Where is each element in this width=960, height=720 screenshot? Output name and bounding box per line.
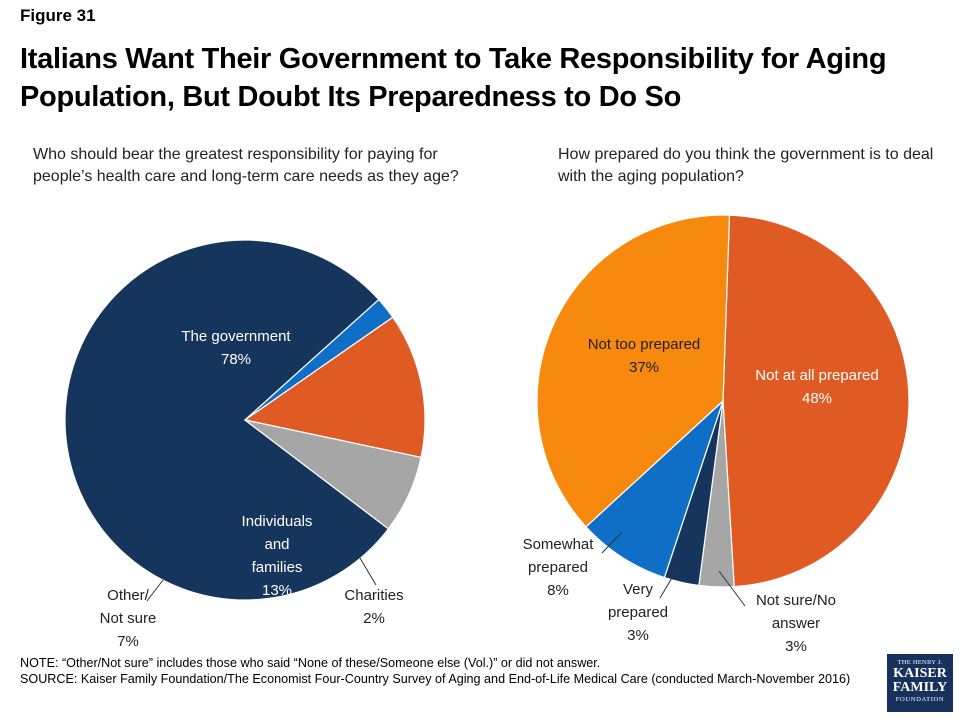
- pie-slice-not-too-prepared: [536, 214, 731, 528]
- pie-slice-the-government: [64, 239, 390, 601]
- source-text: SOURCE: Kaiser Family Foundation/The Eco…: [20, 672, 851, 686]
- logo-line-3: FAMILY: [892, 680, 948, 695]
- slice-label-the-government: The government 78%: [181, 328, 291, 368]
- slice-label-individuals-and-families: Individuals and families 13%: [242, 513, 313, 599]
- slice-label-other-not-sure: Other/Not sure 7%: [100, 587, 157, 650]
- slice-label-charities: Charities 2%: [344, 587, 403, 627]
- logo-line-2: KAISER: [893, 666, 947, 681]
- slice-label-somewhat-prepared: Somewhat prepared 8%: [523, 536, 595, 599]
- pie-slice-individuals-and-families: [243, 316, 426, 459]
- slice-label-not-too-prepared: Not too prepared 37%: [588, 336, 701, 376]
- page-title: Italians Want Their Government to Take R…: [20, 43, 887, 113]
- right-chart-question: How prepared do you think the government…: [558, 146, 934, 185]
- figure-label: Figure 31: [20, 6, 96, 25]
- pie-slice-other-not-sure: [244, 419, 422, 530]
- logo-line-1: THE HENRY J.: [897, 659, 943, 666]
- logo-line-4: FOUNDATION: [895, 696, 945, 703]
- pie-slice-not-at-all-prepared: [722, 214, 910, 588]
- leader-line-not-sure-no-answer: [718, 570, 746, 607]
- note-text: NOTE: “Other/Not sure” includes those wh…: [20, 656, 601, 670]
- leader-line-other-not-sure: [146, 579, 164, 602]
- leader-line-somewhat-prepared: [601, 531, 623, 554]
- slice-label-not-sure-no-answer: Not sure/No answer 3%: [756, 592, 836, 655]
- leader-line-charities: [359, 557, 377, 586]
- slice-label-not-at-all-prepared: Not at all prepared 48%: [755, 367, 878, 407]
- pie-chart-responsibility: The government 78% Charities 2% Individuals a…: [64, 239, 426, 650]
- pie-chart-preparedness: Not at all prepared 48% Not sure/No answer 3…: [523, 214, 910, 655]
- slice-label-very-prepared: Very prepared 3%: [608, 581, 668, 644]
- left-chart-question: Who should bear the greatest responsibil…: [33, 146, 459, 185]
- kff-logo: THE HENRY J. KAISER FAMILY FOUNDATION: [887, 654, 953, 712]
- leader-line-very-prepared: [659, 565, 680, 599]
- footnotes: NOTE: “Other/Not sure” includes those wh…: [20, 655, 880, 687]
